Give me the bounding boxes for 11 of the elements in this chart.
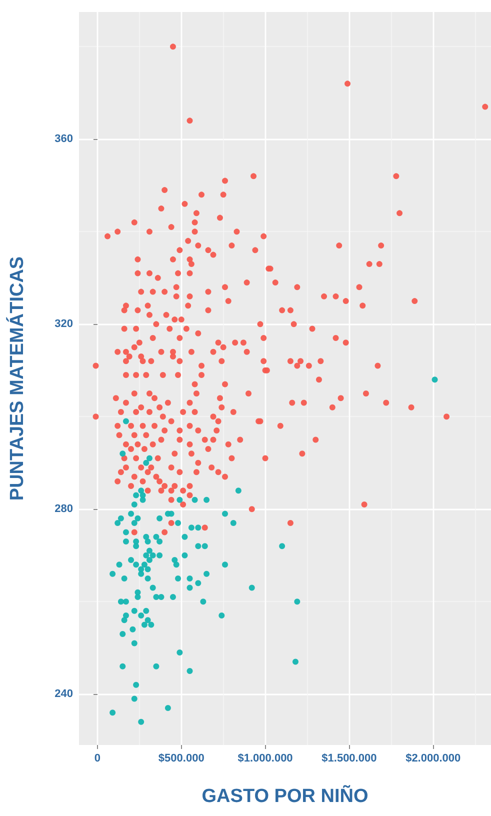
x-tick-label: $1.500.000: [322, 752, 377, 764]
y-tick-label: 240: [54, 688, 73, 700]
x-tick-label: $2.000.000: [406, 752, 461, 764]
x-tick-label: $500.000: [158, 752, 204, 764]
x-tick-label: 0: [94, 752, 101, 764]
y-axis-title: PUNTAJES MATEMÁTICAS: [6, 256, 28, 501]
y-tick-label: 360: [54, 133, 73, 146]
x-tick-label: $1.000.000: [238, 752, 293, 764]
y-tick-label: 280: [54, 503, 73, 516]
y-tick-label: 320: [54, 318, 73, 330]
x-axis-title: GASTO POR NIÑO: [202, 785, 368, 807]
